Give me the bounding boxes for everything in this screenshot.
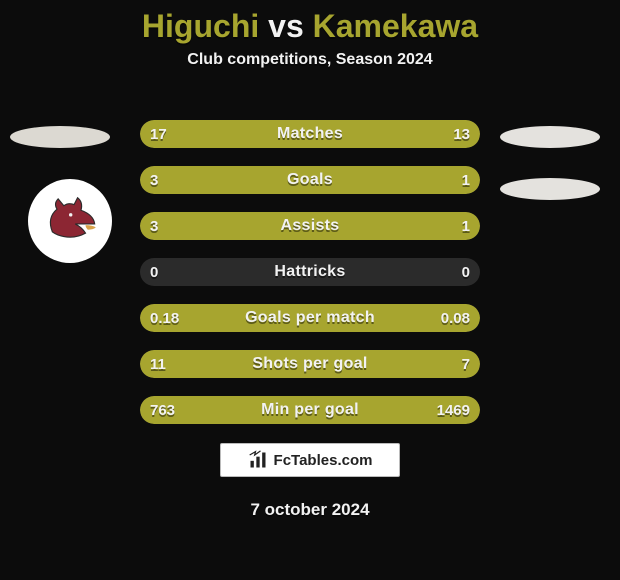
stat-value-left: 11 (150, 350, 166, 378)
stat-row: Goals3 1 (140, 166, 480, 194)
stat-value-left: 17 (150, 120, 167, 148)
stat-row: Shots per goal11 7 (140, 350, 480, 378)
stat-value-left: 0.18 (150, 304, 179, 332)
stat-label: Assists (140, 212, 480, 240)
stat-value-left: 3 (150, 166, 158, 194)
stat-label: Matches (140, 120, 480, 148)
title-vs: vs (268, 8, 304, 44)
stat-label: Goals (140, 166, 480, 194)
subtitle: Club competitions, Season 2024 (0, 51, 620, 69)
stat-value-right: 1469 (437, 396, 470, 424)
watermark-text: FcTables.com (274, 452, 373, 469)
stat-row: Assists3 1 (140, 212, 480, 240)
stat-value-left: 763 (150, 396, 175, 424)
title-player-left: Higuchi (142, 8, 259, 44)
stat-row: Hattricks0 0 (140, 258, 480, 286)
stat-row: Min per goal763 1469 (140, 396, 480, 424)
stat-label: Shots per goal (140, 350, 480, 378)
bar-chart-icon (248, 450, 268, 470)
stat-value-left: 0 (150, 258, 158, 286)
date: 7 october 2024 (0, 500, 620, 520)
stat-value-left: 3 (150, 212, 158, 240)
player-right-placeholder-ellipse-1 (500, 126, 600, 148)
player-left-placeholder-ellipse (10, 126, 110, 148)
stat-row: Matches17 13 (140, 120, 480, 148)
comparison-card: Higuchi vs Kamekawa Club competitions, S… (0, 0, 620, 580)
player-right-placeholder-ellipse-2 (500, 178, 600, 200)
coyote-logo-icon (41, 192, 98, 249)
stat-value-right: 7 (462, 350, 470, 378)
player-left-team-logo (28, 179, 112, 263)
title-player-right: Kamekawa (313, 8, 478, 44)
stat-value-right: 1 (462, 166, 470, 194)
stat-value-right: 1 (462, 212, 470, 240)
stat-value-right: 0 (462, 258, 470, 286)
stat-bars: Matches1713Goals31Assists31Hattricks00Go… (140, 120, 480, 442)
stat-label: Hattricks (140, 258, 480, 286)
stat-value-right: 0.08 (441, 304, 470, 332)
page-title: Higuchi vs Kamekawa (0, 8, 620, 45)
stat-row: Goals per match0.18 0.08 (140, 304, 480, 332)
watermark: FcTables.com (220, 443, 400, 477)
stat-value-right: 13 (453, 120, 470, 148)
stat-label: Goals per match (140, 304, 480, 332)
stat-label: Min per goal (140, 396, 480, 424)
